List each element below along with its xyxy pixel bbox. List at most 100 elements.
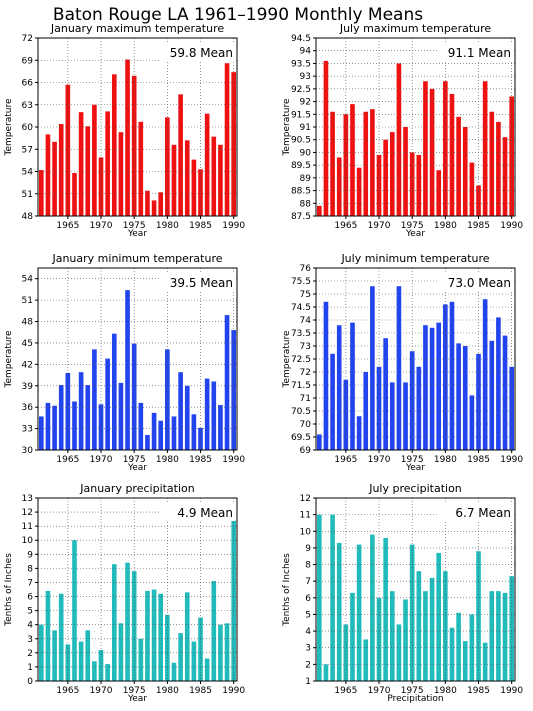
bar [423, 591, 428, 681]
y-tick-label: 51 [22, 296, 33, 306]
y-tick-label: 11 [22, 522, 33, 532]
y-tick-label: 72 [22, 34, 33, 44]
y-tick-label: 8 [27, 564, 33, 574]
bar [45, 590, 51, 681]
bar [429, 327, 435, 450]
bar [65, 84, 71, 216]
chart-title: July maximum temperature [339, 22, 492, 35]
mean-label: 59.8 Mean [170, 46, 233, 60]
bar [39, 416, 44, 450]
bar [138, 402, 144, 450]
bar [78, 112, 84, 216]
y-tick-label: 13 [22, 494, 33, 504]
bar [343, 114, 349, 216]
x-tick-label: 1975 [401, 686, 424, 696]
bar [482, 299, 488, 450]
bar [343, 624, 349, 681]
x-tick-label: 1975 [401, 221, 424, 231]
bar [224, 623, 230, 681]
y-tick-label: 75 [300, 290, 311, 300]
bar [191, 159, 197, 216]
bar [171, 662, 177, 681]
bar [502, 335, 508, 450]
mean-label-background [437, 44, 513, 61]
y-tick-label: 42 [22, 360, 33, 370]
bar [204, 378, 210, 450]
y-tick-label: 71.5 [291, 381, 311, 391]
bar [502, 592, 508, 681]
bar [462, 346, 468, 450]
x-tick-label: 1990 [500, 455, 523, 465]
bar [409, 152, 415, 216]
bar [52, 405, 57, 450]
bar [482, 81, 488, 216]
bar [416, 366, 422, 450]
bar [204, 658, 210, 681]
bar [376, 366, 382, 450]
bar [389, 591, 395, 681]
x-tick-label: 1965 [56, 221, 79, 231]
bar [111, 74, 117, 216]
x-tick-label: 1985 [467, 686, 490, 696]
bar [469, 395, 475, 450]
y-tick-label: 5 [27, 607, 33, 617]
bar [356, 544, 362, 681]
y-tick-label: 0 [27, 677, 33, 687]
bar [383, 338, 388, 450]
bar [58, 385, 64, 450]
bar [65, 644, 71, 681]
y-tick-label: 88.5 [291, 187, 311, 197]
y-tick-label: 57 [22, 145, 33, 155]
y-tick-label: 30 [22, 446, 34, 456]
bar [231, 330, 236, 450]
bar [429, 88, 435, 216]
y-tick-label: 51 [22, 190, 33, 200]
x-axis-label: Precipitation [387, 694, 443, 704]
y-tick-label: 73 [300, 342, 311, 352]
bar [72, 401, 77, 450]
bar [211, 581, 217, 681]
y-tick-label: 92.5 [291, 85, 311, 95]
y-tick-label: 72 [300, 368, 311, 378]
bar [85, 630, 91, 681]
bar [363, 111, 369, 216]
bar [191, 414, 197, 450]
bar [118, 382, 124, 450]
x-tick-label: 1970 [368, 686, 391, 696]
y-tick-label: 6 [305, 594, 311, 604]
bar [429, 577, 435, 681]
bar [39, 170, 44, 216]
y-tick-label: 73.5 [291, 329, 311, 339]
bar [423, 325, 428, 450]
bar [105, 358, 110, 450]
bar [443, 571, 448, 681]
mean-label: 6.7 Mean [455, 506, 511, 520]
bar [350, 322, 355, 450]
y-tick-label: 1 [305, 677, 311, 687]
bar [165, 614, 170, 681]
y-axis-label: Temperature [4, 98, 14, 156]
bar [462, 641, 468, 681]
bar [317, 205, 322, 216]
x-tick-label: 1980 [156, 686, 179, 696]
y-tick-label: 12 [300, 494, 311, 504]
y-tick-label: 39 [22, 382, 34, 392]
bar [98, 650, 104, 681]
y-tick-label: 70.5 [291, 407, 311, 417]
bar [184, 385, 190, 450]
bar [489, 340, 495, 450]
bar [118, 132, 124, 216]
bar [158, 593, 164, 681]
y-tick-label: 6 [27, 593, 33, 603]
bar [92, 104, 97, 216]
y-tick-label: 74 [300, 316, 312, 326]
mean-label-background [159, 44, 235, 61]
bar [145, 590, 150, 681]
bar [350, 104, 355, 216]
bar [125, 562, 130, 681]
bar [336, 157, 342, 216]
bar [389, 132, 395, 216]
bar [462, 127, 468, 216]
